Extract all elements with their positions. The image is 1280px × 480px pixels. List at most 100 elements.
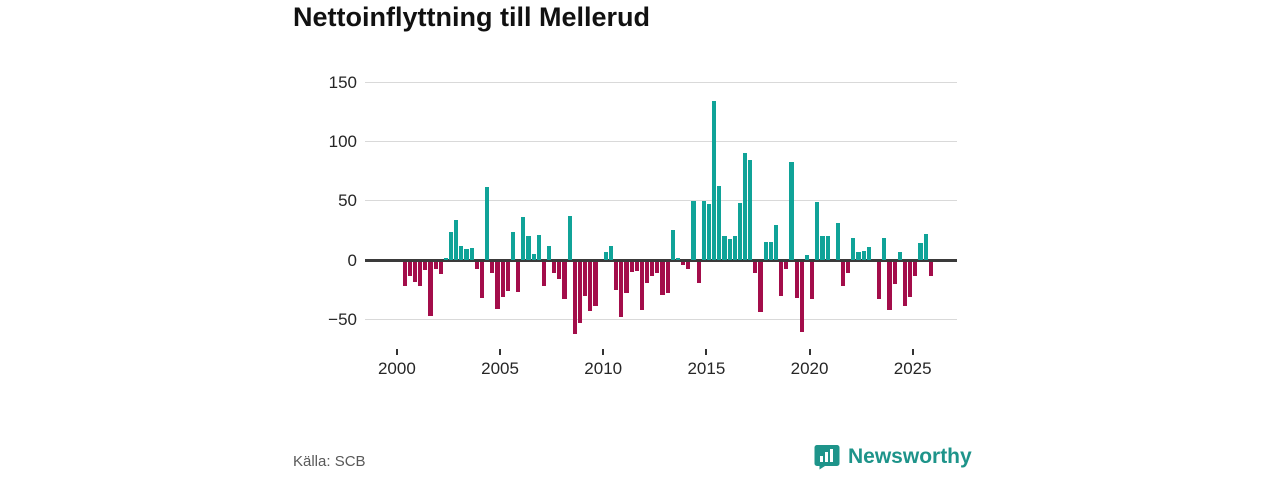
bar-quarter-2008q1 [562,261,567,300]
bar-quarter-2005q2 [505,261,510,292]
bar-quarter-2024q1 [892,261,897,284]
x-axis-label: 2015 [687,359,726,378]
bar-quarter-2020q1 [810,261,815,300]
bar-quarter-2003q1 [459,245,464,260]
bar-quarter-2014q2 [691,200,696,260]
bar-quarter-2008q3 [572,261,577,334]
bar-quarter-2010q2 [608,245,614,260]
bar-quarter-2000q3 [407,261,412,276]
bar-quarter-2021q2 [835,223,841,260]
bar-quarter-2010q1 [603,251,608,260]
bar-quarter-2023q4 [887,261,892,310]
bar-quarter-2008q4 [577,261,583,323]
bar-quarter-2018q3 [779,261,784,296]
chart-title: Nettoinflyttning till Mellerud [293,2,650,32]
newsworthy-logo[interactable]: Newsworthy [814,444,972,470]
bar-quarter-2006q2 [526,236,531,260]
bar-quarter-2017q2 [753,261,758,274]
bar-quarter-2018q2 [773,224,779,260]
bar-quarter-2001q3 [428,261,433,316]
x-axis-tick [602,349,605,355]
bar-quarter-2019q2 [794,261,799,299]
x-axis-label: 2020 [790,359,829,378]
bar-quarter-2007q4 [557,261,562,280]
bar-quarter-2010q3 [614,261,619,290]
bar-quarter-2024q2 [897,251,902,260]
source-label: Källa: SCB [293,453,366,470]
bar-quarter-2007q2 [546,245,552,260]
bar-quarter-2012q1 [644,261,650,283]
bar-quarter-2004q2 [485,186,490,260]
bar-quarter-2018q1 [768,242,773,260]
bar-quarter-2001q1 [418,261,423,287]
bar-quarter-2014q1 [686,261,691,269]
x-axis-tick [911,349,914,355]
x-axis-label: 2025 [893,359,932,378]
bar-quarter-2013q2 [670,230,675,260]
bar-quarter-2013q4 [681,261,686,266]
newsworthy-wordmark: Newsworthy [848,445,972,468]
bar-quarter-2023q3 [882,237,887,260]
bar-quarter-2022q2 [856,251,861,260]
bar-quarter-2020q2 [815,202,820,260]
gridline-y-50 [365,200,957,202]
gridline-y-100 [365,141,957,143]
y-axis-label: 100 [328,132,357,152]
bar-quarter-2004q3 [490,261,495,274]
bar-quarter-2011q4 [639,261,644,310]
bar-quarter-2000q4 [412,261,418,282]
bar-quarter-2006q3 [531,254,536,260]
zero-axis-line [365,258,957,262]
bar-quarter-2006q1 [521,217,526,260]
bar-quarter-2024q4 [908,261,913,297]
bar-quarter-2012q4 [660,261,665,295]
bar-quarter-2023q2 [877,261,882,300]
bar-quarter-2017q1 [748,159,753,260]
bar-quarter-2025q3 [923,234,928,260]
y-axis-label: 50 [338,191,357,211]
bar-quarter-2025q4 [928,261,933,276]
bar-quarter-2004q1 [479,261,485,299]
bar-quarter-2025q1 [913,261,918,276]
x-axis-tick [808,349,811,355]
x-axis-tick [705,349,708,355]
bar-quarter-2000q2 [402,261,407,287]
bar-quarter-2002q4 [454,219,459,260]
bar-quarter-2002q2 [443,257,448,260]
bar-quarter-2005q4 [516,261,521,293]
bar-quarter-2017q3 [758,261,763,313]
x-axis-label: 2000 [377,359,416,378]
bar-quarter-2022q4 [866,247,871,260]
bar-quarter-2009q2 [588,261,593,312]
bar-quarter-2006q4 [536,235,541,260]
bar-quarter-2001q2 [423,261,428,270]
gridline-y--50 [365,318,957,320]
bar-quarter-2014q3 [696,261,701,283]
bar-quarter-2019q1 [789,161,794,260]
bar-quarter-2005q3 [510,231,516,260]
newsworthy-icon [814,444,840,470]
bar-quarter-2012q2 [650,261,655,276]
x-axis-tick [395,349,398,355]
bar-quarter-2021q4 [846,261,851,274]
bar-quarter-2012q3 [655,261,660,274]
gridline-y-150 [365,82,957,84]
bar-quarter-2014q4 [701,200,706,260]
bar-quarter-2015q2 [712,100,717,260]
bar-quarter-2016q4 [742,152,748,260]
bar-quarter-2008q2 [567,216,572,260]
y-axis-label: −50 [328,309,357,329]
bar-quarter-2010q4 [619,261,624,318]
bar-quarter-2011q2 [629,261,634,273]
bar-quarter-2009q1 [583,261,588,296]
bar-quarter-2011q3 [634,261,639,271]
bar-quarter-2016q1 [727,238,732,260]
bar-quarter-2018q4 [784,261,789,269]
bar-quarter-2001q4 [433,261,438,269]
bar-quarter-2009q3 [593,261,598,307]
bar-quarter-2015q3 [717,185,722,260]
bar-quarter-2022q3 [861,250,866,260]
bar-quarter-2020q3 [820,236,825,260]
bar-quarter-2003q4 [474,261,479,269]
